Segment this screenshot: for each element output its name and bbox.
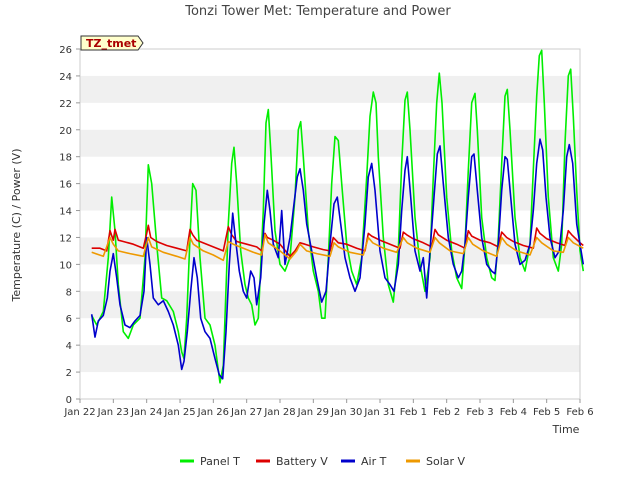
site-label-background bbox=[80, 35, 144, 51]
series-line-solar-v bbox=[91, 234, 584, 262]
grid-band bbox=[80, 345, 580, 373]
y-tick-label: 16 bbox=[59, 180, 72, 191]
y-tick-label: 12 bbox=[59, 233, 72, 244]
x-tick-label: Feb 2 bbox=[433, 407, 460, 418]
y-tick-label: 6 bbox=[66, 314, 72, 325]
x-axis-ticks: Jan 22 Jan 23 Jan 24 Jan 25 Jan 26 Jan 27 Jan … bbox=[63, 399, 594, 418]
x-tick-label: Jan 29 bbox=[297, 407, 329, 418]
x-tick-label: Jan 31 bbox=[363, 407, 395, 418]
plot-frame bbox=[79, 48, 581, 400]
y-tick-label: 22 bbox=[59, 99, 72, 110]
y-tick-label: 18 bbox=[59, 153, 72, 164]
x-tick-label: Feb 5 bbox=[533, 407, 560, 418]
y-tick-label: 10 bbox=[59, 260, 72, 271]
grid-bands bbox=[80, 75, 580, 373]
legend-label-solar-v: Solar V bbox=[426, 455, 466, 468]
x-tick-label: Jan 30 bbox=[330, 407, 362, 418]
y-tick-label: 26 bbox=[59, 45, 72, 56]
y-tick-label: 20 bbox=[59, 126, 72, 137]
legend-label-battery-v: Battery V bbox=[276, 455, 328, 468]
site-label: TZ_tmet bbox=[86, 37, 136, 50]
grid-band bbox=[80, 129, 580, 157]
x-tick-label: Jan 26 bbox=[197, 407, 229, 418]
x-tick-label: Jan 22 bbox=[63, 407, 95, 418]
x-tick-label: Feb 1 bbox=[400, 407, 427, 418]
chart-title: Tonzi Tower Met: Temperature and Power bbox=[184, 4, 451, 19]
x-tick-label: Jan 25 bbox=[163, 407, 195, 418]
x-axis-label: Time bbox=[552, 423, 580, 436]
x-tick-label: Jan 27 bbox=[230, 407, 262, 418]
x-tick-label: Jan 23 bbox=[97, 407, 129, 418]
grid-band bbox=[80, 291, 580, 319]
y-tick-label: 8 bbox=[66, 287, 72, 298]
y-tick-label: 2 bbox=[66, 368, 72, 379]
series-line-air-t bbox=[90, 138, 585, 380]
y-axis-label: Temperature (C) / Power (V) bbox=[10, 148, 23, 302]
x-tick-label: Jan 24 bbox=[130, 407, 162, 418]
y-tick-label: 0 bbox=[66, 395, 72, 406]
x-tick-label: Feb 4 bbox=[500, 407, 527, 418]
x-tick-label: Jan 28 bbox=[263, 407, 295, 418]
grid-band bbox=[80, 75, 580, 103]
x-tick-label: Feb 6 bbox=[566, 407, 593, 418]
x-tick-label: Feb 3 bbox=[466, 407, 493, 418]
series-lines bbox=[90, 49, 585, 384]
legend-label-air-t: Air T bbox=[361, 455, 387, 468]
y-tick-label: 14 bbox=[59, 207, 72, 218]
site-label-box: TZ_tmet bbox=[80, 35, 144, 51]
y-tick-label: 4 bbox=[66, 341, 72, 352]
series-line-panel-t bbox=[90, 49, 585, 384]
legend: Panel T Battery V Air T Solar V bbox=[180, 455, 466, 468]
legend-label-panel-t: Panel T bbox=[200, 455, 240, 468]
y-tick-label: 24 bbox=[59, 72, 72, 83]
